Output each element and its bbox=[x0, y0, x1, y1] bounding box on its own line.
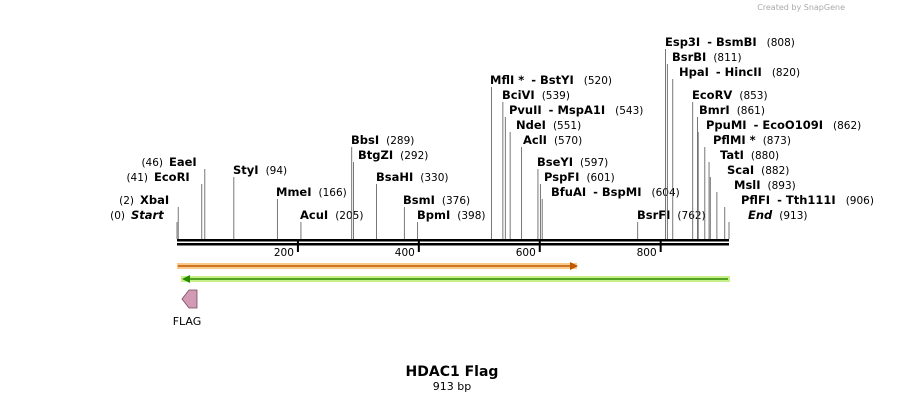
enzyme-name[interactable]: BpmI bbox=[417, 208, 450, 222]
enzyme-position: (539) bbox=[542, 90, 570, 102]
enzyme-name[interactable]: PflFI bbox=[741, 193, 770, 207]
enzyme-name[interactable]: BtgZI bbox=[358, 148, 393, 162]
enzyme-alt-name: - BstYI bbox=[531, 73, 574, 87]
backbone-bottom bbox=[177, 243, 729, 246]
enzyme-position: (601) bbox=[586, 172, 614, 184]
enzyme-alt-name: - HincII bbox=[716, 65, 762, 79]
ruler-label: 600 bbox=[516, 247, 536, 259]
enzyme-name[interactable]: EaeI bbox=[169, 155, 197, 169]
ruler-label: 200 bbox=[274, 247, 294, 259]
enzyme-position: (880) bbox=[751, 150, 779, 162]
ruler-label: 400 bbox=[395, 247, 415, 259]
enzyme-name[interactable]: End bbox=[748, 208, 773, 222]
ruler-label: 800 bbox=[637, 247, 657, 259]
enzyme-position: (882) bbox=[761, 165, 789, 177]
enzyme-name[interactable]: BfuAI bbox=[551, 185, 586, 199]
enzyme-alt-name: - Tth111I bbox=[777, 193, 836, 207]
enzyme-name[interactable]: EcoRV bbox=[692, 88, 732, 102]
enzyme-name[interactable]: BsrBI bbox=[672, 50, 706, 64]
enzyme-position: (41) bbox=[126, 172, 148, 184]
enzyme-name[interactable]: Start bbox=[131, 208, 164, 222]
enzyme-position: (906) bbox=[846, 195, 874, 207]
credit: Created by SnapGene bbox=[757, 3, 845, 12]
orf-forward-head bbox=[570, 262, 578, 270]
enzyme-name[interactable]: XbaI bbox=[140, 193, 169, 207]
enzyme-position: (873) bbox=[763, 135, 791, 147]
enzyme-position: (330) bbox=[420, 172, 448, 184]
enzyme-position: (913) bbox=[779, 210, 807, 222]
feature-label: FLAG bbox=[173, 315, 202, 328]
enzyme-name[interactable]: PvuII bbox=[509, 103, 542, 117]
enzyme-name[interactable]: BmrI bbox=[699, 103, 730, 117]
enzyme-name[interactable]: TatI bbox=[720, 148, 744, 162]
enzyme-position: (862) bbox=[833, 120, 861, 132]
enzyme-position: (289) bbox=[386, 135, 414, 147]
enzyme-position: (551) bbox=[553, 120, 581, 132]
enzyme-name[interactable]: BciVI bbox=[502, 88, 535, 102]
enzyme-name[interactable]: AcuI bbox=[300, 208, 328, 222]
enzyme-name[interactable]: BbsI bbox=[351, 133, 379, 147]
enzyme-position: (570) bbox=[554, 135, 582, 147]
orf-reverse-head bbox=[182, 275, 190, 283]
enzyme-position: (94) bbox=[266, 165, 288, 177]
enzyme-position: (893) bbox=[768, 180, 796, 192]
enzyme-position: (820) bbox=[772, 67, 800, 79]
enzyme-name[interactable]: BsaHI bbox=[376, 170, 413, 184]
enzyme-alt-name: - BspMI bbox=[593, 185, 641, 199]
enzyme-name[interactable]: PflMI * bbox=[713, 133, 756, 147]
enzyme-position: (811) bbox=[713, 52, 741, 64]
enzyme-alt-name: - BsmBI bbox=[707, 35, 756, 49]
enzyme-position: (762) bbox=[677, 210, 705, 222]
flag-feature bbox=[181, 289, 198, 309]
enzyme-position: (853) bbox=[739, 90, 767, 102]
enzyme-name[interactable]: PspFI bbox=[544, 170, 579, 184]
enzyme-name[interactable]: BseYI bbox=[537, 155, 573, 169]
enzyme-name[interactable]: EcoRI bbox=[154, 170, 190, 184]
enzyme-position: (46) bbox=[141, 157, 163, 169]
enzyme-position: (376) bbox=[442, 195, 470, 207]
enzyme-position: (597) bbox=[580, 157, 608, 169]
map-title: HDAC1 Flag bbox=[406, 364, 499, 380]
enzyme-position: (861) bbox=[737, 105, 765, 117]
enzyme-position: (808) bbox=[767, 37, 795, 49]
backbone-top bbox=[177, 239, 729, 242]
enzyme-position: (0) bbox=[110, 210, 125, 222]
enzyme-name[interactable]: PpuMI bbox=[706, 118, 747, 132]
enzyme-name[interactable]: NdeI bbox=[516, 118, 546, 132]
enzyme-position: (398) bbox=[457, 210, 485, 222]
map-subtitle: 913 bp bbox=[433, 380, 471, 393]
enzyme-position: (166) bbox=[319, 187, 347, 199]
enzyme-position: (205) bbox=[335, 210, 363, 222]
enzyme-name[interactable]: AclI bbox=[523, 133, 547, 147]
enzyme-alt-name: - EcoO109I bbox=[754, 118, 823, 132]
enzyme-name[interactable]: BsrFI bbox=[637, 208, 670, 222]
enzyme-position: (520) bbox=[584, 75, 612, 87]
enzyme-name[interactable]: MslI bbox=[734, 178, 761, 192]
enzyme-position: (2) bbox=[119, 195, 134, 207]
enzyme-name[interactable]: MmeI bbox=[276, 185, 312, 199]
enzyme-position: (543) bbox=[615, 105, 643, 117]
enzyme-name[interactable]: StyI bbox=[233, 163, 259, 177]
enzyme-alt-name: - MspA1I bbox=[549, 103, 605, 117]
enzyme-name[interactable]: MflI * bbox=[490, 73, 524, 87]
enzyme-position: (292) bbox=[400, 150, 428, 162]
enzyme-name[interactable]: BsmI bbox=[403, 193, 435, 207]
enzyme-name[interactable]: HpaI bbox=[679, 65, 709, 79]
enzyme-name[interactable]: Esp3I bbox=[665, 35, 700, 49]
enzyme-name[interactable]: ScaI bbox=[727, 163, 754, 177]
